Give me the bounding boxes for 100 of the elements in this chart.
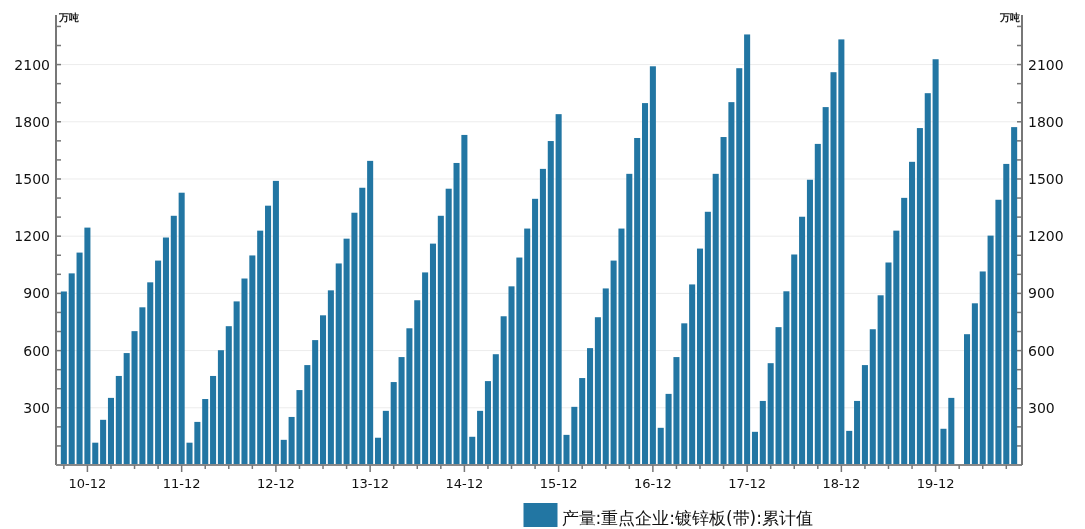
bar — [626, 173, 633, 465]
bar — [429, 243, 436, 465]
bar — [437, 215, 444, 465]
bar — [869, 329, 876, 465]
bar — [901, 197, 908, 465]
bar — [846, 430, 853, 465]
bar — [280, 439, 287, 465]
bar — [312, 340, 319, 465]
bar — [1003, 163, 1010, 465]
bar — [257, 230, 264, 465]
bar — [657, 427, 664, 465]
bar — [68, 273, 75, 465]
y-tick-label: 300 — [23, 399, 50, 416]
bar — [854, 400, 861, 465]
bar — [265, 205, 272, 465]
y2-axis-title: 万吨 — [999, 12, 1020, 23]
bar — [107, 397, 114, 465]
bar — [202, 399, 209, 465]
y2-tick-label: 900 — [1028, 285, 1055, 302]
bar — [861, 365, 868, 465]
y2-tick-label: 2100 — [1028, 56, 1064, 73]
bar — [390, 382, 397, 465]
bar — [60, 291, 67, 465]
bar — [799, 216, 806, 465]
legend: 产量:重点企业:镀锌板(带):累计值 — [523, 503, 813, 528]
x-tick-label: 17-12 — [728, 476, 767, 491]
bar — [579, 378, 586, 465]
legend-label: 产量:重点企业:镀锌板(带):累计值 — [561, 508, 813, 528]
bar — [367, 160, 374, 465]
x-tick-label: 13-12 — [351, 476, 390, 491]
bar — [964, 334, 971, 465]
bar — [327, 290, 334, 465]
bar — [696, 248, 704, 465]
x-tick-label: 14-12 — [445, 476, 484, 491]
bar — [642, 103, 649, 465]
bar — [335, 263, 342, 465]
bar — [359, 187, 366, 465]
bar — [92, 442, 99, 465]
bar — [948, 397, 955, 465]
bar — [320, 315, 327, 465]
bar — [767, 363, 774, 465]
bar — [539, 168, 546, 465]
bar — [791, 254, 798, 465]
bar — [147, 282, 154, 465]
bar — [115, 375, 122, 465]
x-tick-label: 16-12 — [633, 476, 672, 491]
bar — [916, 128, 923, 465]
bar — [602, 288, 609, 465]
bar — [304, 365, 311, 465]
y-tick-label: 1200 — [14, 228, 50, 245]
bar — [210, 375, 217, 465]
bar — [594, 317, 601, 465]
bar — [272, 180, 279, 465]
bar — [736, 68, 743, 465]
bar — [477, 410, 484, 465]
bar — [123, 353, 130, 465]
y-tick-label: 2100 — [14, 56, 50, 73]
bar — [587, 348, 594, 465]
bar — [492, 354, 499, 465]
bar — [524, 228, 531, 465]
bar — [170, 215, 177, 465]
y2-tick-label: 1500 — [1028, 170, 1064, 187]
bar — [744, 34, 751, 465]
y2-tick-label: 600 — [1028, 342, 1055, 359]
y-tick-label: 600 — [23, 342, 50, 359]
bar — [162, 237, 169, 465]
bar — [649, 66, 656, 465]
bar — [484, 381, 491, 465]
bar — [532, 198, 539, 465]
y-tick-label: 900 — [23, 285, 50, 302]
bar — [155, 260, 162, 465]
x-tick-label: 10-12 — [68, 476, 107, 491]
bar — [681, 323, 688, 465]
y-tick-label: 1500 — [14, 170, 50, 187]
x-tick-label: 19-12 — [916, 476, 955, 491]
bar — [225, 326, 232, 465]
bar — [751, 431, 758, 465]
y2-tick-label: 1800 — [1028, 113, 1064, 130]
bar — [924, 93, 931, 465]
bar — [547, 141, 554, 465]
x-tick-label: 11-12 — [162, 476, 201, 491]
y2-tick-label: 300 — [1028, 399, 1055, 416]
y-tick-label: 1800 — [14, 113, 50, 130]
bar — [814, 143, 821, 465]
x-tick-label: 18-12 — [822, 476, 861, 491]
bar — [100, 419, 107, 465]
y2-tick-label: 1200 — [1028, 228, 1064, 245]
bar — [374, 437, 382, 465]
bar — [469, 436, 476, 465]
bar — [445, 188, 452, 465]
bar — [217, 350, 224, 465]
bar — [689, 284, 696, 465]
bar — [806, 179, 813, 465]
bar — [712, 173, 719, 465]
bar — [422, 272, 429, 465]
bar — [759, 400, 766, 465]
bar — [1011, 127, 1018, 465]
bar — [971, 303, 978, 465]
bar — [979, 271, 986, 465]
x-tick-label: 12-12 — [257, 476, 295, 491]
